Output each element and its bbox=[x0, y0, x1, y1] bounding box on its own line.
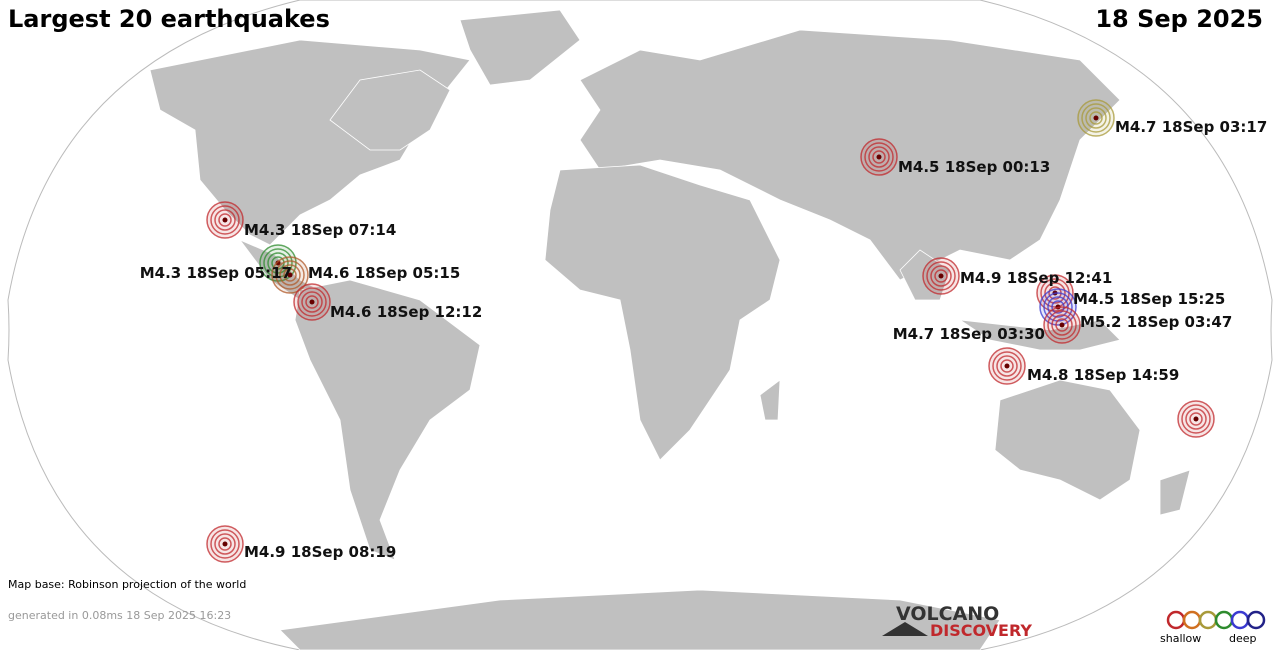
quake-center bbox=[1093, 115, 1099, 121]
quake-ring bbox=[218, 537, 232, 551]
quake-center bbox=[876, 154, 882, 160]
quake-ring bbox=[992, 351, 1022, 381]
quake-ring bbox=[1047, 310, 1077, 340]
quake-ring bbox=[930, 265, 952, 287]
quake-label: M4.7 18Sep 03:30 bbox=[893, 325, 1045, 343]
quake-center bbox=[1004, 363, 1010, 369]
quake-ring bbox=[210, 205, 240, 235]
quake-ring bbox=[1185, 408, 1207, 430]
quake-ring bbox=[297, 287, 327, 317]
quake-ring bbox=[210, 529, 240, 559]
quake-ring bbox=[1085, 107, 1107, 129]
quake-ring bbox=[214, 533, 236, 555]
quake-ring bbox=[214, 209, 236, 231]
quake-label: M4.9 18Sep 12:41 bbox=[960, 269, 1112, 287]
quake-ring bbox=[218, 213, 232, 227]
quake-label: M4.3 18Sep 05:17 bbox=[140, 264, 292, 282]
quake-ring bbox=[279, 264, 301, 286]
quake-ring bbox=[283, 268, 297, 282]
quake-center bbox=[287, 272, 293, 278]
quake-label: M4.7 18Sep 03:17 bbox=[1115, 118, 1267, 136]
quake-ring bbox=[1181, 404, 1211, 434]
logo-line2: DISCOVERY bbox=[930, 621, 1032, 640]
quake-center bbox=[309, 299, 315, 305]
logo-line1: VOLCANO bbox=[896, 603, 999, 625]
quake-center bbox=[1059, 322, 1065, 328]
quake-ring bbox=[1055, 318, 1069, 332]
legend-shallow: shallow bbox=[1160, 632, 1201, 645]
quake-ring bbox=[934, 269, 948, 283]
quake-center bbox=[222, 217, 228, 223]
title: Largest 20 earthquakes bbox=[8, 5, 330, 33]
quake-ring bbox=[275, 260, 305, 290]
quake-label: M4.6 18Sep 12:12 bbox=[330, 303, 482, 321]
quake-center bbox=[222, 541, 228, 547]
quake-ring bbox=[1089, 111, 1103, 125]
quake-label: M4.6 18Sep 05:15 bbox=[308, 264, 460, 282]
quake-label: M4.8 18Sep 14:59 bbox=[1027, 366, 1179, 384]
quake-ring bbox=[868, 146, 890, 168]
quake-ring bbox=[301, 291, 323, 313]
quake-ring bbox=[864, 142, 894, 172]
quake-ring bbox=[996, 355, 1018, 377]
quake-ring bbox=[305, 295, 319, 309]
map-base: Map base: Robinson projection of the wor… bbox=[8, 578, 246, 591]
quake-ring bbox=[1081, 103, 1111, 133]
quake-ring bbox=[1047, 296, 1069, 318]
quake-label: M5.2 18Sep 03:47 bbox=[1080, 313, 1232, 331]
quake-center bbox=[1193, 416, 1199, 422]
quake-label: M4.3 18Sep 07:14 bbox=[244, 221, 396, 239]
quake-ring bbox=[1051, 314, 1073, 336]
quake-ring bbox=[267, 252, 289, 274]
quake-label: M4.9 18Sep 08:19 bbox=[244, 543, 396, 561]
depth-legend: shallow deep bbox=[1160, 610, 1266, 645]
generated: generated in 0.08ms 18 Sep 2025 16:23 bbox=[8, 609, 231, 622]
land bbox=[149, 9, 1191, 650]
quake-ring bbox=[1000, 359, 1014, 373]
quake-ring bbox=[872, 150, 886, 164]
quake-ring bbox=[926, 261, 956, 291]
quake-label: M4.5 18Sep 00:13 bbox=[898, 158, 1050, 176]
quake-ring bbox=[1189, 412, 1203, 426]
quake-label: M4.5 18Sep 15:25 bbox=[1073, 290, 1225, 308]
quake-ring bbox=[1044, 282, 1066, 304]
quake-ring bbox=[263, 248, 293, 278]
logo-icon bbox=[882, 622, 928, 636]
quake-center bbox=[938, 273, 944, 279]
date: 18 Sep 2025 bbox=[1095, 5, 1263, 33]
legend-deep: deep bbox=[1229, 632, 1257, 645]
